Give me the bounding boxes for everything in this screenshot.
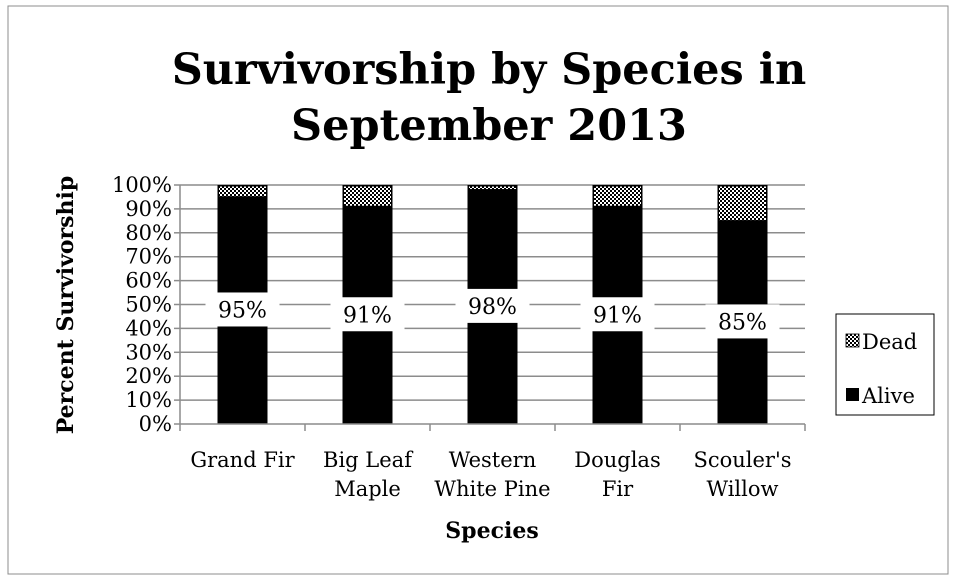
data-label: 85% — [705, 304, 780, 339]
y-tick-label: 10% — [125, 388, 172, 412]
data-label-text: 98% — [468, 295, 517, 320]
chart-title-line-1: Survivorship by Species in — [172, 45, 807, 95]
x-tick-label: Douglas — [574, 448, 660, 472]
x-tick-label: Grand Fir — [190, 448, 295, 472]
legend: Dead Alive — [835, 313, 935, 416]
data-label-bg — [330, 297, 405, 332]
data-label: 98% — [455, 288, 530, 323]
y-tick-label: 100% — [112, 173, 172, 197]
data-label-text: 85% — [718, 310, 767, 335]
data-labels: 95% 91% 98% 91% 85% — [205, 288, 780, 339]
x-axis-ticks: Grand Fir Big Leaf Maple Western White Pine D… — [179, 424, 806, 501]
y-tick-label: 90% — [125, 197, 172, 221]
legend-swatch-alive — [846, 388, 859, 401]
data-label: 95% — [205, 292, 280, 327]
x-tick-label: Willow — [707, 477, 779, 501]
data-label-text: 91% — [593, 303, 642, 328]
y-tick-label: 0% — [139, 412, 172, 436]
chart-title: Survivorship by Species in September 201… — [172, 45, 807, 151]
bar-dead — [592, 185, 643, 208]
bar-dead — [217, 185, 268, 198]
x-tick-label: Fir — [602, 477, 634, 501]
y-axis-label: Percent Survivorship — [53, 176, 79, 435]
bar-dead — [467, 185, 518, 191]
y-tick-label: 60% — [125, 269, 172, 293]
data-label-bg — [205, 292, 280, 327]
data-label-text: 91% — [343, 303, 392, 328]
axes — [179, 185, 805, 425]
y-tick-label: 30% — [125, 340, 172, 364]
x-tick-label: White Pine — [434, 477, 550, 501]
x-tick-label: Maple — [334, 477, 401, 501]
legend-label-dead: Dead — [862, 330, 917, 354]
y-axis-ticks: 0%10%20%30%40%50%60%70%80%90%100% — [112, 173, 180, 436]
data-label-bg — [455, 288, 530, 323]
bar-dead — [717, 185, 768, 222]
legend-label-alive: Alive — [861, 384, 915, 408]
x-axis-label: Species — [445, 518, 538, 544]
y-tick-label: 40% — [125, 316, 172, 340]
x-tick-label: Western — [449, 448, 537, 472]
chart-title-line-2: September 2013 — [291, 101, 687, 151]
data-label: 91% — [330, 297, 405, 332]
y-tick-label: 80% — [125, 221, 172, 245]
bar-dead — [342, 185, 393, 208]
data-label-bg — [580, 297, 655, 332]
data-label-bg — [705, 304, 780, 339]
x-tick-label: Scouler's — [693, 448, 791, 472]
y-tick-label: 20% — [125, 364, 172, 388]
legend-swatch-dead — [845, 333, 860, 348]
y-tick-label: 70% — [125, 245, 172, 269]
data-label: 91% — [580, 297, 655, 332]
x-tick-label: Big Leaf — [323, 448, 414, 472]
data-label-text: 95% — [218, 298, 267, 323]
y-tick-label: 50% — [125, 293, 172, 317]
